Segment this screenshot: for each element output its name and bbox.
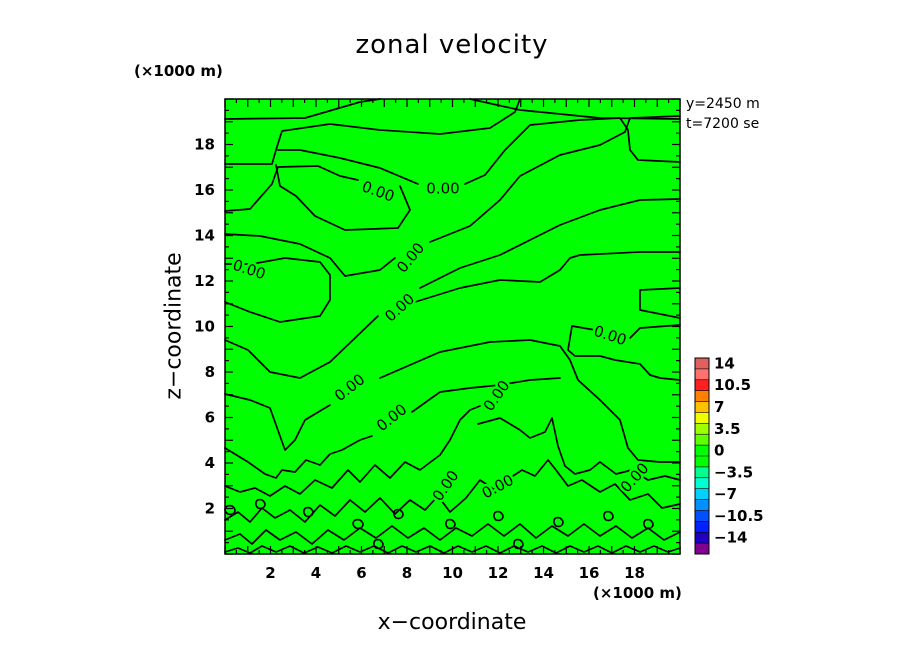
- contour-line: [224, 405, 481, 497]
- x-tick-label: 16: [579, 564, 600, 582]
- time-info: t=7200 se: [686, 116, 760, 132]
- colorbar-level-label: 10.5: [714, 376, 751, 394]
- y-tick-label: 10: [194, 318, 215, 336]
- contour-lines: [224, 98, 681, 554]
- colorbar-swatch: [695, 368, 709, 381]
- colorbar-level-label: −10.5: [714, 507, 764, 525]
- contour-line: [224, 257, 331, 323]
- contour-line: [352, 518, 364, 530]
- contour-line: [411, 377, 561, 413]
- contour-line: [493, 510, 504, 522]
- contour-line: [464, 117, 681, 185]
- contour-line: [224, 523, 681, 545]
- contour-line: [224, 98, 521, 165]
- colorbar-swatch: [695, 390, 709, 403]
- x-tick-label: 6: [356, 564, 366, 582]
- contour-line: [469, 98, 681, 120]
- contour-line: [643, 518, 654, 530]
- colorbar-swatch: [695, 499, 709, 511]
- colorbar-level-label: 7: [714, 398, 724, 416]
- x-tick-label: 10: [442, 564, 463, 582]
- contour-line: [414, 251, 681, 303]
- colorbar-swatch: [695, 456, 709, 468]
- contour-line: [255, 498, 266, 510]
- contour-line: [224, 504, 236, 516]
- colorbar-swatch: [695, 532, 709, 544]
- colorbar: [694, 357, 710, 555]
- y-tick-label: 6: [205, 409, 215, 427]
- contour-line: [224, 98, 381, 120]
- colorbar-swatch: [695, 423, 709, 435]
- contour-line: [275, 164, 411, 231]
- y-position-info: y=2450 m: [686, 96, 760, 112]
- x-tick-label: 8: [402, 564, 412, 582]
- contour-line: [303, 506, 314, 518]
- colorbar-swatch: [695, 358, 709, 370]
- colorbar-level-label: 3.5: [714, 420, 741, 438]
- x-axis-title: x−coordinate: [377, 610, 527, 635]
- contour-line: [429, 115, 681, 243]
- x-axis-scale-label: (×1000 m): [593, 584, 682, 602]
- y-tick-label: 12: [194, 272, 215, 290]
- x-tick-label: 14: [533, 564, 554, 582]
- contour-line: [567, 325, 681, 381]
- colorbar-swatch: [695, 434, 709, 446]
- y-tick-label: 16: [194, 181, 215, 199]
- y-tick-label: 14: [194, 227, 215, 245]
- contour-line: [553, 516, 564, 528]
- colorbar-level-label: 14: [714, 354, 735, 372]
- contour-line: [603, 510, 614, 522]
- colorbar-level-label: −3.5: [714, 463, 753, 481]
- colorbar-swatch: [695, 401, 709, 413]
- contour-line: [513, 538, 524, 550]
- z-axis-scale-label: (×1000 m): [134, 62, 223, 80]
- y-tick-label: 4: [205, 454, 215, 472]
- axis-ticks: [224, 98, 681, 555]
- x-tick-label: 18: [624, 564, 645, 582]
- chart-title: zonal velocity: [355, 30, 549, 60]
- colorbar-swatch: [695, 510, 709, 522]
- colorbar-swatch: [695, 466, 709, 479]
- colorbar-level-label: −7: [714, 485, 737, 503]
- y-tick-label: 8: [205, 363, 215, 381]
- contour-line: [224, 393, 331, 451]
- axis-tick-labels: 2 4 6 8 10 12 14 16 18 2 4 6 8 10 12 14 16 18: [194, 136, 645, 583]
- colorbar-labels: 14 10.5 7 3.5 0 −3.5 −7 −10.5 −14: [714, 354, 764, 546]
- contour-line: [224, 435, 373, 479]
- contour-line: [224, 233, 396, 277]
- colorbar-swatch: [695, 521, 709, 533]
- colorbar-swatch: [695, 543, 709, 555]
- contour-line: [277, 149, 419, 185]
- colorbar-level-label: −14: [714, 529, 747, 547]
- contour-line: [224, 165, 359, 212]
- contour-label: 0.00: [426, 180, 459, 198]
- contour-line: [224, 459, 681, 523]
- plot-area-fill: [225, 99, 680, 554]
- contour-line: [477, 417, 681, 481]
- x-tick-label: 2: [265, 564, 275, 582]
- contour-line: [629, 324, 681, 339]
- colorbar-level-label: 0: [714, 442, 724, 460]
- contour-line: [379, 339, 681, 463]
- contour-line: [393, 508, 404, 520]
- x-tick-label: 4: [311, 564, 321, 582]
- y-tick-label: 2: [205, 500, 215, 518]
- x-tick-label: 12: [488, 564, 509, 582]
- colorbar-swatch: [695, 412, 709, 424]
- colorbar-swatch: [695, 379, 709, 392]
- contour-line: [419, 198, 681, 289]
- colorbar-swatch: [695, 477, 709, 490]
- y-tick-label: 18: [194, 136, 215, 154]
- colorbar-swatch: [695, 488, 709, 501]
- contour-line: [224, 545, 681, 554]
- colorbar-swatch: [695, 445, 709, 457]
- contour-line: [224, 315, 379, 379]
- contour-line: [639, 287, 681, 319]
- contour-line: [445, 518, 456, 530]
- contour-line: [373, 538, 384, 550]
